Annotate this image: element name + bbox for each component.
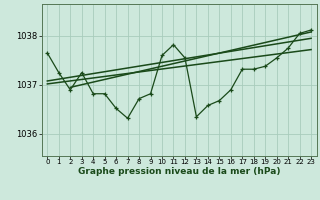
X-axis label: Graphe pression niveau de la mer (hPa): Graphe pression niveau de la mer (hPa) bbox=[78, 167, 280, 176]
